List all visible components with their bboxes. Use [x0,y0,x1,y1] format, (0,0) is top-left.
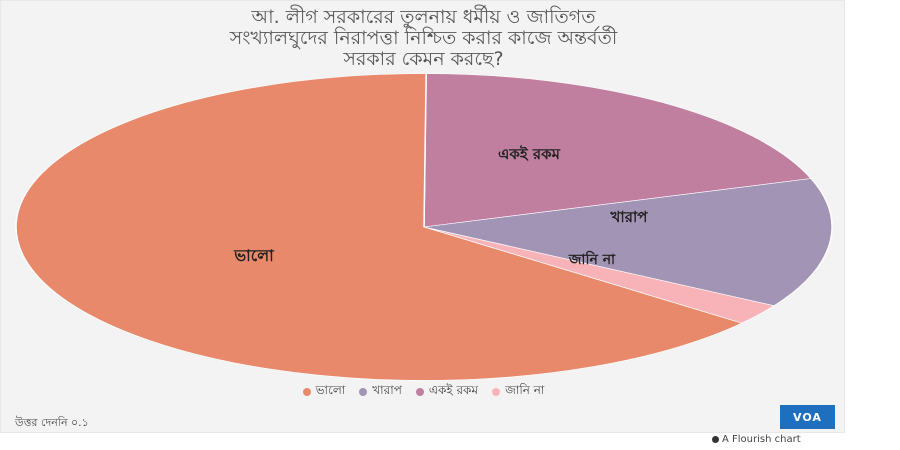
legend-item-bhalo[interactable]: ভালো [302,382,346,402]
slice-jani-na-label: জানি না [568,250,616,268]
legend-label: জানি না [505,383,545,397]
credit-label: A Flourish chart [722,434,801,445]
legend-label: ভালো [315,383,346,397]
slice-eki-rokom-label: একই রকম [498,144,561,163]
chart-title-line: সরকার কেমন করছে? [343,48,504,70]
slice-bhalo[interactable] [15,73,743,381]
slice-kharap-label: খারাপ [610,208,649,226]
slice-kharap[interactable] [422,178,833,307]
chart-title: আ. লীগ সরকারের তুলনায় ধর্মীয় ও জাতিগত … [1,7,846,70]
legend-swatch [492,388,501,396]
flourish-icon [712,436,719,443]
legend-item-eki-rokom[interactable]: একই রকম [415,382,479,402]
legend-swatch [302,388,311,396]
chart-title-line: সংখ্যালঘুদের নিরাপত্তা নিশ্চিত করার কাজে… [229,27,618,49]
chart-legend: ভালো খারাপ একই রকম জানি না [1,382,846,402]
chart-title-line: আ. লীগ সরকারের তুলনায় ধর্মীয় ও জাতিগত [251,6,596,28]
flourish-credit[interactable]: A Flourish chart [712,434,801,445]
source-note: উত্তর দেননি ০.১ [15,416,89,429]
legend-swatch [415,388,424,396]
legend-label: খারাপ [372,383,402,397]
legend-item-jani-na[interactable]: জানি না [492,382,544,402]
voa-logo[interactable]: VOA [780,405,835,429]
pie-chart: একই রকম খারাপ জানি না ভালো [15,73,833,381]
slice-bhalo-label: ভালো [233,246,275,265]
legend-swatch [359,388,368,396]
legend-label: একই রকম [428,383,479,397]
legend-item-kharap[interactable]: খারাপ [359,382,402,402]
slice-eki-rokom[interactable] [423,73,813,228]
chart-card: আ. লীগ সরকারের তুলনায় ধর্মীয় ও জাতিগত … [0,0,845,433]
